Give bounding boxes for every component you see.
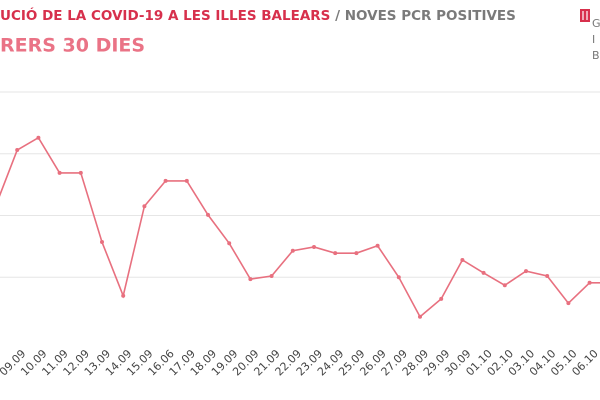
- point: [418, 314, 422, 319]
- point: [439, 296, 444, 301]
- logo-text: I: [592, 33, 595, 46]
- point: [206, 212, 210, 217]
- point: [566, 301, 571, 306]
- point: [481, 270, 486, 275]
- line: [0, 136, 600, 319]
- point: [163, 178, 168, 183]
- point: [333, 251, 338, 256]
- point: [396, 275, 401, 280]
- point: [248, 277, 253, 282]
- point: [100, 240, 104, 245]
- point: [269, 274, 274, 279]
- logo-icon: [580, 9, 590, 22]
- point: [36, 135, 41, 140]
- point: [545, 274, 550, 279]
- point: [57, 170, 62, 175]
- point: [290, 248, 295, 253]
- point: [375, 243, 380, 248]
- point: [121, 293, 126, 298]
- chart-title: UCIÓ DE LA COVID-19 A LES ILLES BALEARS …: [0, 6, 516, 24]
- point: [354, 251, 359, 256]
- title-main: UCIÓ DE LA COVID-19 A LES ILLES BALEARS: [0, 6, 330, 24]
- title-rest: / NOVES PCR POSITIVES: [330, 8, 515, 24]
- point: [312, 244, 316, 249]
- point: [184, 178, 189, 183]
- logo-text: G: [592, 17, 600, 30]
- point: [142, 204, 147, 209]
- logo-text: B: [592, 49, 600, 62]
- point: [524, 269, 528, 274]
- chart-subtitle: RERS 30 DIES: [0, 35, 145, 57]
- point: [227, 241, 232, 246]
- point: [587, 280, 592, 285]
- point: [78, 170, 83, 175]
- point: [15, 148, 20, 153]
- point: [460, 257, 465, 262]
- point: [502, 283, 507, 288]
